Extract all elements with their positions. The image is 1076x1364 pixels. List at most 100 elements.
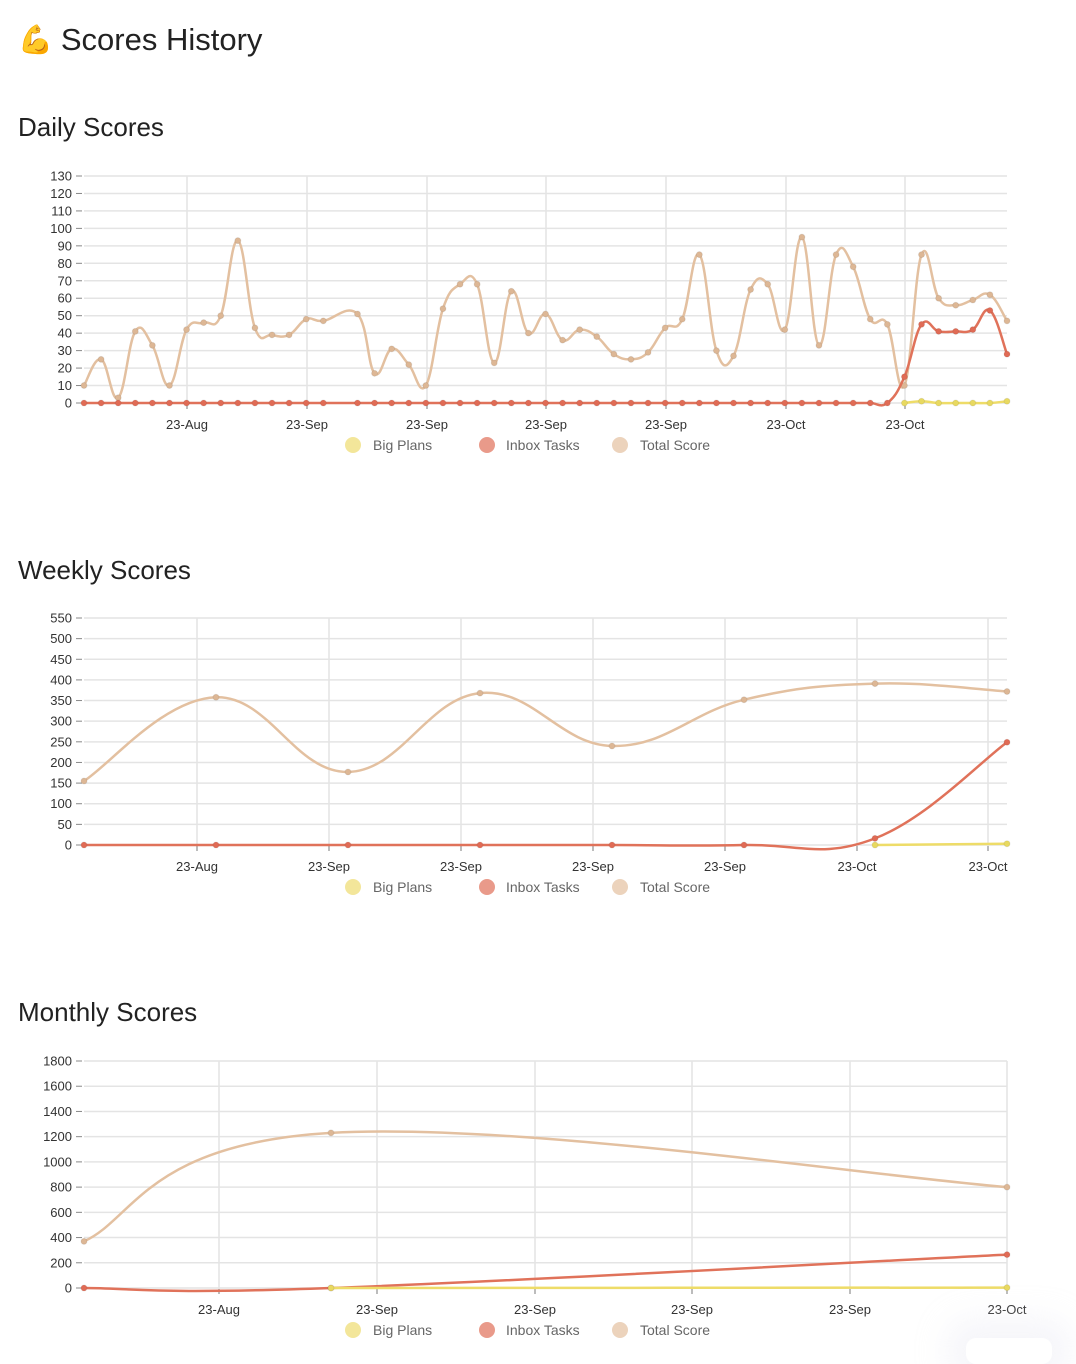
data-point[interactable] (525, 400, 531, 406)
data-point[interactable] (679, 400, 685, 406)
data-point[interactable] (201, 320, 207, 326)
data-point[interactable] (741, 842, 747, 848)
data-point[interactable] (645, 400, 651, 406)
data-point[interactable] (328, 1285, 334, 1291)
data-point[interactable] (765, 400, 771, 406)
data-point[interactable] (213, 694, 219, 700)
data-point[interactable] (389, 400, 395, 406)
data-point[interactable] (816, 342, 822, 348)
data-point[interactable] (1004, 1252, 1010, 1258)
data-point[interactable] (1004, 1285, 1010, 1291)
data-point[interactable] (936, 400, 942, 406)
data-point[interactable] (919, 321, 925, 327)
data-point[interactable] (269, 400, 275, 406)
data-point[interactable] (543, 400, 549, 406)
data-point[interactable] (98, 356, 104, 362)
data-point[interactable] (594, 400, 600, 406)
data-point[interactable] (491, 360, 497, 366)
data-point[interactable] (440, 306, 446, 312)
data-point[interactable] (320, 318, 326, 324)
data-point[interactable] (166, 400, 172, 406)
data-point[interactable] (987, 292, 993, 298)
legend-item-total-score[interactable]: Total Score (612, 437, 710, 453)
data-point[interactable] (799, 234, 805, 240)
data-point[interactable] (919, 252, 925, 258)
data-point[interactable] (81, 400, 87, 406)
data-point[interactable] (491, 400, 497, 406)
data-point[interactable] (867, 400, 873, 406)
legend-item-inbox-tasks[interactable]: Inbox Tasks (479, 437, 580, 453)
data-point[interactable] (970, 297, 976, 303)
legend-item-inbox-tasks[interactable]: Inbox Tasks (479, 879, 580, 895)
data-point[interactable] (884, 321, 890, 327)
data-point[interactable] (987, 307, 993, 313)
data-point[interactable] (936, 328, 942, 334)
data-point[interactable] (149, 400, 155, 406)
legend-item-big-plans[interactable]: Big Plans (345, 437, 432, 453)
data-point[interactable] (628, 400, 634, 406)
data-point[interactable] (81, 383, 87, 389)
data-point[interactable] (423, 383, 429, 389)
data-point[interactable] (269, 332, 275, 338)
data-point[interactable] (611, 400, 617, 406)
data-point[interactable] (679, 316, 685, 322)
data-point[interactable] (970, 327, 976, 333)
data-point[interactable] (213, 842, 219, 848)
data-point[interactable] (477, 842, 483, 848)
data-point[interactable] (218, 400, 224, 406)
data-point[interactable] (1004, 739, 1010, 745)
data-point[interactable] (543, 311, 549, 317)
data-point[interactable] (782, 327, 788, 333)
data-point[interactable] (594, 334, 600, 340)
data-point[interactable] (184, 400, 190, 406)
data-point[interactable] (1004, 841, 1010, 847)
data-point[interactable] (423, 400, 429, 406)
data-point[interactable] (919, 398, 925, 404)
data-point[interactable] (696, 400, 702, 406)
data-point[interactable] (833, 252, 839, 258)
data-point[interactable] (474, 400, 480, 406)
data-point[interactable] (252, 400, 258, 406)
data-point[interactable] (406, 362, 412, 368)
data-point[interactable] (149, 342, 155, 348)
data-point[interactable] (354, 400, 360, 406)
data-point[interactable] (81, 1238, 87, 1244)
data-point[interactable] (303, 316, 309, 322)
data-point[interactable] (303, 400, 309, 406)
data-point[interactable] (872, 842, 878, 848)
data-point[interactable] (936, 295, 942, 301)
data-point[interactable] (799, 400, 805, 406)
data-point[interactable] (628, 356, 634, 362)
data-point[interactable] (235, 400, 241, 406)
data-point[interactable] (1004, 1184, 1010, 1190)
data-point[interactable] (741, 697, 747, 703)
data-point[interactable] (713, 348, 719, 354)
data-point[interactable] (132, 400, 138, 406)
data-point[interactable] (833, 400, 839, 406)
data-point[interactable] (1004, 351, 1010, 357)
data-point[interactable] (474, 281, 480, 287)
data-point[interactable] (867, 316, 873, 322)
data-point[interactable] (406, 400, 412, 406)
legend-item-big-plans[interactable]: Big Plans (345, 1322, 432, 1338)
data-point[interactable] (132, 328, 138, 334)
data-point[interactable] (525, 330, 531, 336)
data-point[interactable] (872, 835, 878, 841)
data-point[interactable] (457, 400, 463, 406)
data-point[interactable] (328, 1130, 334, 1136)
legend-item-inbox-tasks[interactable]: Inbox Tasks (479, 1322, 580, 1338)
data-point[interactable] (372, 400, 378, 406)
data-point[interactable] (98, 400, 104, 406)
data-point[interactable] (577, 327, 583, 333)
data-point[interactable] (354, 311, 360, 317)
data-point[interactable] (372, 370, 378, 376)
data-point[interactable] (286, 400, 292, 406)
data-point[interactable] (201, 400, 207, 406)
data-point[interactable] (81, 1285, 87, 1291)
data-point[interactable] (953, 302, 959, 308)
data-point[interactable] (286, 332, 292, 338)
data-point[interactable] (748, 287, 754, 293)
